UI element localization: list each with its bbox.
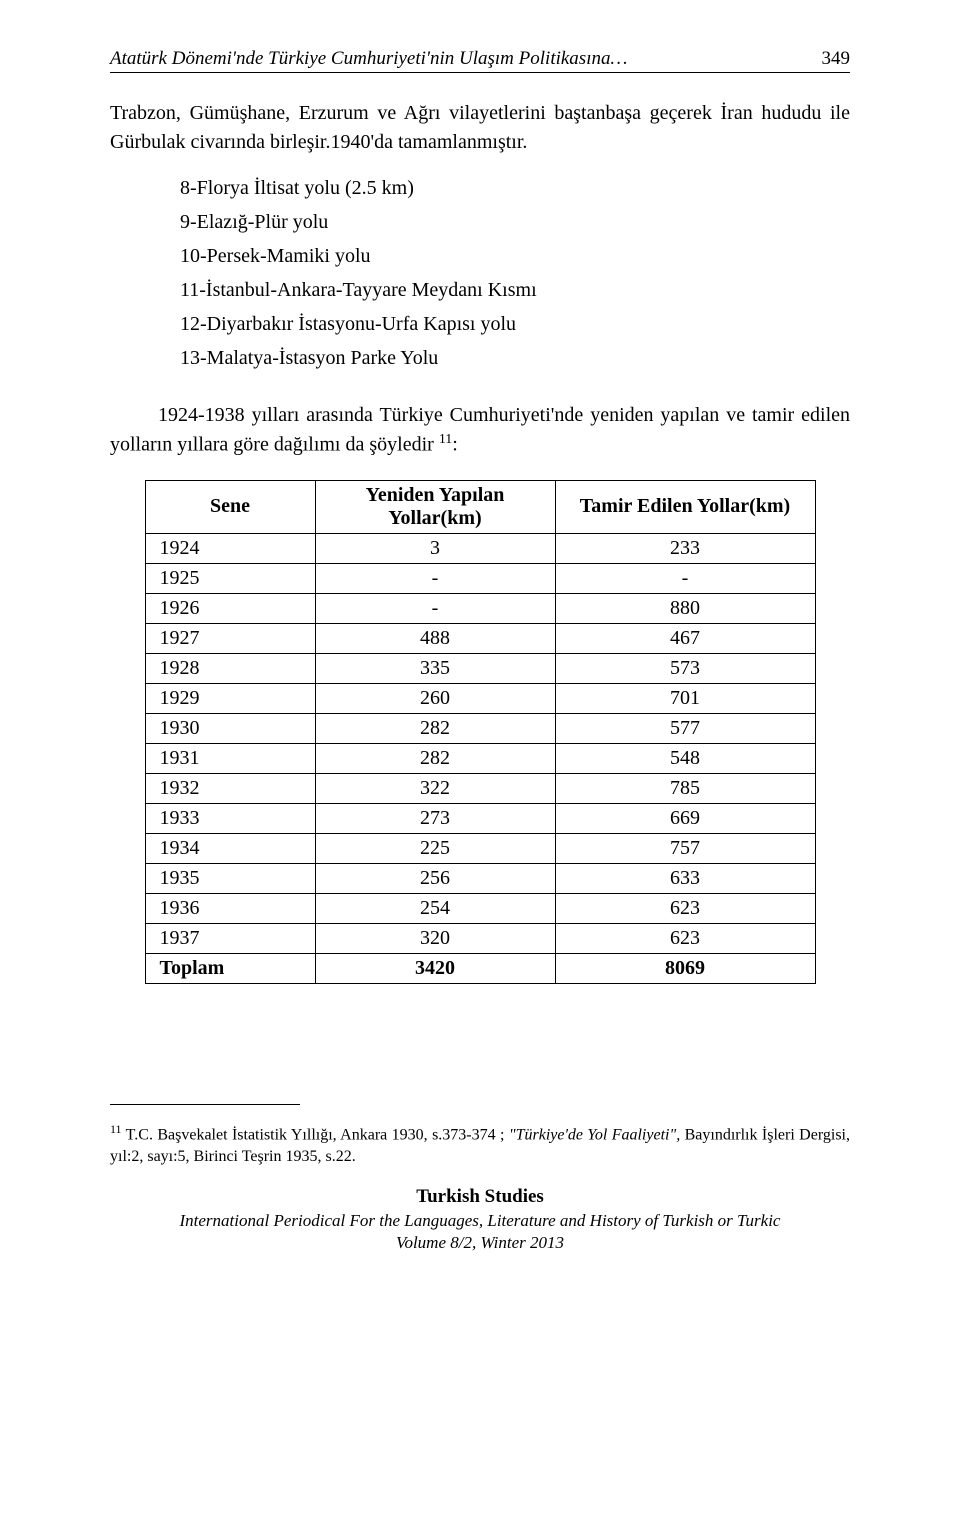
table-row: 1937320623 — [145, 923, 815, 953]
table-intro-paragraph: 1924-1938 yılları arasında Türkiye Cumhu… — [110, 401, 850, 460]
cell-sene: 1925 — [145, 563, 315, 593]
list-item: 11-İstanbul-Ankara-Tayyare Meydanı Kısmı — [180, 273, 850, 307]
footnote-rule — [110, 1104, 300, 1105]
running-header: Atatürk Dönemi'nde Türkiye Cumhuriyeti'n… — [110, 48, 850, 70]
page-number: 349 — [822, 48, 851, 70]
cell-sene: 1929 — [145, 683, 315, 713]
cell-total-yeniden: 3420 — [315, 953, 555, 983]
th-yeniden: Yeniden YapılanYollar(km) — [315, 480, 555, 533]
cell-total-tamir: 8069 — [555, 953, 815, 983]
table-row: 1931282548 — [145, 743, 815, 773]
cell-yeniden: 320 — [315, 923, 555, 953]
cell-sene: 1932 — [145, 773, 315, 803]
cell-yeniden: 254 — [315, 893, 555, 923]
cell-tamir: 467 — [555, 623, 815, 653]
cell-sene: 1926 — [145, 593, 315, 623]
cell-tamir: 757 — [555, 833, 815, 863]
cell-total-label: Toplam — [145, 953, 315, 983]
table-row: 1934225757 — [145, 833, 815, 863]
table-body: 192432331925--1926-880192748846719283355… — [145, 533, 815, 983]
cell-sene: 1933 — [145, 803, 315, 833]
cell-tamir: 577 — [555, 713, 815, 743]
table-row: 19243233 — [145, 533, 815, 563]
cell-sene: 1930 — [145, 713, 315, 743]
cell-yeniden: 282 — [315, 743, 555, 773]
th-tamir: Tamir Edilen Yollar(km) — [555, 480, 815, 533]
list-item: 10-Persek-Mamiki yolu — [180, 239, 850, 273]
cell-sene: 1936 — [145, 893, 315, 923]
cell-yeniden: 282 — [315, 713, 555, 743]
cell-yeniden: - — [315, 563, 555, 593]
cell-tamir: 669 — [555, 803, 815, 833]
footer-line2: Volume 8/2, Winter 2013 — [110, 1232, 850, 1254]
cell-sene: 1937 — [145, 923, 315, 953]
cell-yeniden: 256 — [315, 863, 555, 893]
footnote-ref: 11 — [439, 432, 452, 447]
cell-tamir: 573 — [555, 653, 815, 683]
cell-yeniden: 225 — [315, 833, 555, 863]
cell-sene: 1931 — [145, 743, 315, 773]
cell-tamir: 701 — [555, 683, 815, 713]
table-row: 1925-- — [145, 563, 815, 593]
cell-yeniden: 273 — [315, 803, 555, 833]
cell-yeniden: 335 — [315, 653, 555, 683]
table-row: 1932322785 — [145, 773, 815, 803]
footnote-before: T.C. Başvekalet İstatistik Yıllığı, Anka… — [122, 1126, 509, 1143]
cell-tamir: - — [555, 563, 815, 593]
table-row: 1936254623 — [145, 893, 815, 923]
table-row: 1928335573 — [145, 653, 815, 683]
list-item: 9-Elazığ-Plür yolu — [180, 205, 850, 239]
cell-tamir: 785 — [555, 773, 815, 803]
cell-sene: 1935 — [145, 863, 315, 893]
cell-yeniden: 322 — [315, 773, 555, 803]
table-row: 1927488467 — [145, 623, 815, 653]
cell-tamir: 880 — [555, 593, 815, 623]
footnote: 11 T.C. Başvekalet İstatistik Yıllığı, A… — [110, 1121, 850, 1168]
road-list: 8-Florya İltisat yolu (2.5 km) 9-Elazığ-… — [180, 171, 850, 375]
page-footer: Turkish Studies International Periodical… — [110, 1185, 850, 1254]
table-intro-tail: : — [452, 434, 458, 456]
list-item: 12-Diyarbakır İstasyonu-Urfa Kapısı yolu — [180, 307, 850, 341]
cell-sene: 1928 — [145, 653, 315, 683]
table-total-row: Toplam34208069 — [145, 953, 815, 983]
table-row: 1930282577 — [145, 713, 815, 743]
cell-tamir: 623 — [555, 893, 815, 923]
table-row: 1929260701 — [145, 683, 815, 713]
list-item: 13-Malatya-İstasyon Parke Yolu — [180, 341, 850, 375]
cell-tamir: 633 — [555, 863, 815, 893]
page: Atatürk Dönemi'nde Türkiye Cumhuriyeti'n… — [0, 0, 960, 1294]
cell-tamir: 548 — [555, 743, 815, 773]
cell-sene: 1924 — [145, 533, 315, 563]
running-title: Atatürk Dönemi'nde Türkiye Cumhuriyeti'n… — [110, 48, 627, 70]
cell-tamir: 233 — [555, 533, 815, 563]
table-header-row: Sene Yeniden YapılanYollar(km) Tamir Edi… — [145, 480, 815, 533]
header-rule — [110, 72, 850, 73]
cell-yeniden: - — [315, 593, 555, 623]
footnote-italic: "Türkiye'de Yol Faaliyeti", — [509, 1126, 680, 1143]
footer-title: Turkish Studies — [110, 1185, 850, 1210]
table-intro-text: 1924-1938 yılları arasında Türkiye Cumhu… — [110, 404, 850, 456]
footer-line1: International Periodical For the Languag… — [110, 1210, 850, 1232]
intro-paragraph: Trabzon, Gümüşhane, Erzurum ve Ağrı vila… — [110, 99, 850, 157]
table-row: 1926-880 — [145, 593, 815, 623]
roads-table: Sene Yeniden YapılanYollar(km) Tamir Edi… — [145, 480, 816, 984]
list-item: 8-Florya İltisat yolu (2.5 km) — [180, 171, 850, 205]
cell-tamir: 623 — [555, 923, 815, 953]
cell-sene: 1934 — [145, 833, 315, 863]
th-yeniden-text: Yeniden YapılanYollar(km) — [366, 484, 505, 529]
cell-sene: 1927 — [145, 623, 315, 653]
table-row: 1935256633 — [145, 863, 815, 893]
table-row: 1933273669 — [145, 803, 815, 833]
th-sene: Sene — [145, 480, 315, 533]
footnote-number: 11 — [110, 1122, 122, 1136]
cell-yeniden: 3 — [315, 533, 555, 563]
cell-yeniden: 260 — [315, 683, 555, 713]
cell-yeniden: 488 — [315, 623, 555, 653]
